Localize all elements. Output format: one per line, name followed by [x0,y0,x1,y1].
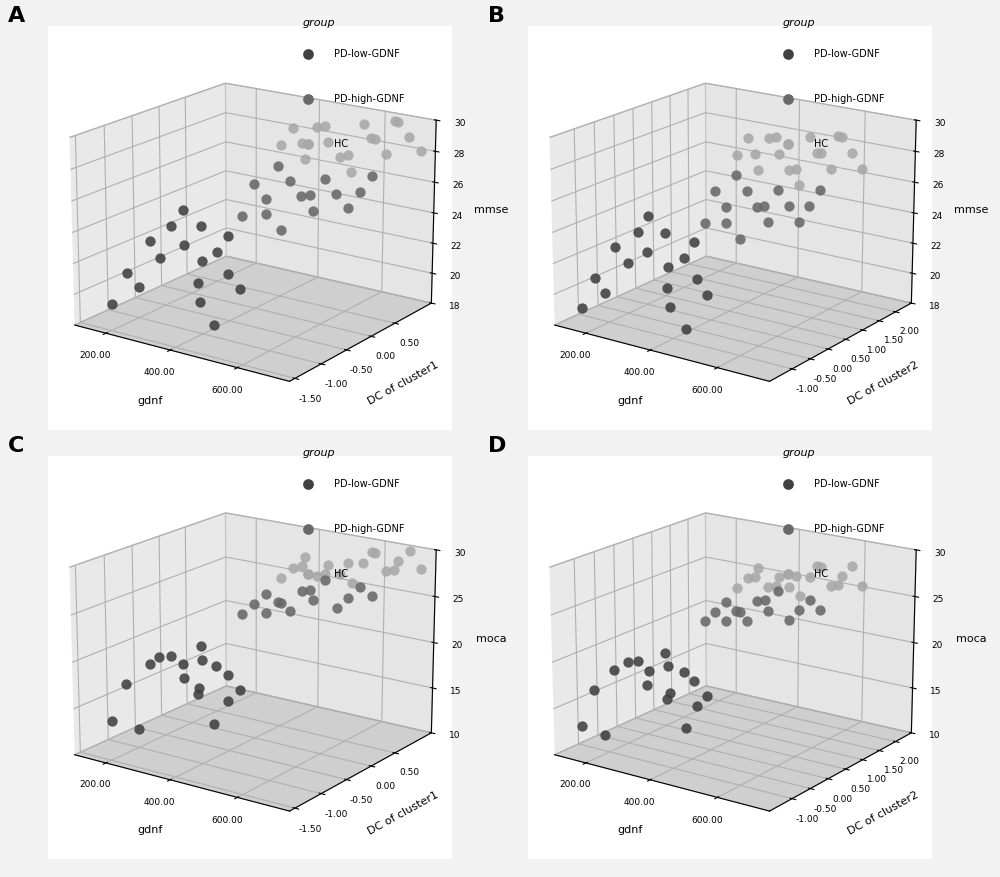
Point [507,0,523,11]
Text: D: D [488,436,506,456]
X-axis label: gdnf: gdnf [137,825,162,836]
Text: PD-low-GDNF: PD-low-GDNF [334,479,399,489]
Text: HC: HC [814,139,828,149]
Y-axis label: DC of cluster1: DC of cluster1 [366,790,440,837]
Text: PD-high-GDNF: PD-high-GDNF [814,94,884,104]
Text: group: group [783,447,816,458]
Y-axis label: DC of cluster2: DC of cluster2 [846,789,921,837]
Point [987,0,1000,11]
Text: group: group [783,18,816,28]
Text: PD-high-GDNF: PD-high-GDNF [814,524,884,534]
X-axis label: gdnf: gdnf [137,396,162,406]
X-axis label: gdnf: gdnf [617,396,642,406]
Text: PD-low-GDNF: PD-low-GDNF [814,49,879,60]
Text: PD-low-GDNF: PD-low-GDNF [334,49,399,60]
Text: PD-high-GDNF: PD-high-GDNF [334,94,404,104]
Point [507,406,523,420]
Point [987,406,1000,420]
Text: HC: HC [334,139,348,149]
Text: group: group [303,18,336,28]
Text: HC: HC [814,569,828,579]
Y-axis label: DC of cluster1: DC of cluster1 [366,360,440,407]
Text: B: B [488,6,505,26]
X-axis label: gdnf: gdnf [617,825,642,836]
Text: A: A [8,6,25,26]
Text: PD-low-GDNF: PD-low-GDNF [814,479,879,489]
Text: PD-high-GDNF: PD-high-GDNF [334,524,404,534]
Y-axis label: DC of cluster2: DC of cluster2 [846,360,921,407]
Text: HC: HC [334,569,348,579]
Text: group: group [303,447,336,458]
Text: C: C [8,436,24,456]
